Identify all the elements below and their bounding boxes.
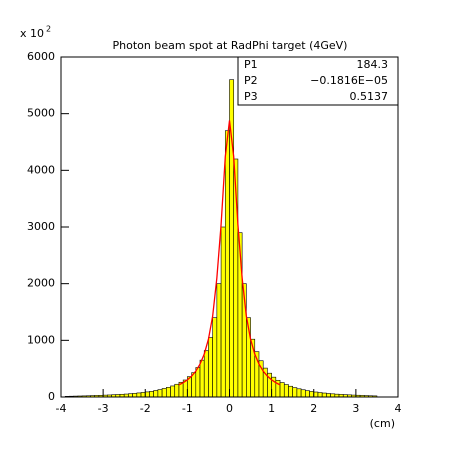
bar: [292, 387, 298, 398]
stat-value: −0.1816E−05: [310, 74, 388, 87]
stat-name: P2: [244, 74, 258, 87]
bar: [132, 393, 138, 398]
bar: [136, 392, 142, 398]
x-tick-label: -2: [140, 402, 151, 415]
y-tick-label: 2000: [27, 277, 55, 290]
bar: [212, 317, 218, 398]
x-tick-label: -4: [56, 402, 67, 415]
y-tick-label: 6000: [27, 50, 55, 63]
bar: [317, 392, 323, 398]
y-tick-label: 0: [48, 390, 55, 403]
stat-name: P1: [244, 58, 258, 71]
bar: [149, 391, 154, 398]
stat-name: P3: [244, 90, 258, 103]
x-tick-label: 0: [226, 402, 233, 415]
bar: [140, 392, 146, 398]
bar: [279, 382, 285, 398]
stat-value: 184.3: [357, 58, 389, 71]
stat-value: 0.5137: [350, 90, 389, 103]
bar: [313, 391, 319, 398]
bar: [166, 387, 171, 398]
y-tick-label: 1000: [27, 333, 55, 346]
bar: [309, 391, 315, 398]
bar: [174, 383, 180, 398]
bar: [305, 390, 310, 398]
bar: [199, 359, 205, 398]
x-tick-label: 2: [310, 402, 317, 415]
x-tick-label: 3: [352, 402, 359, 415]
bar: [208, 337, 213, 398]
bar: [220, 226, 226, 398]
fit-curve: [178, 120, 281, 386]
bar: [296, 388, 302, 398]
bar: [170, 385, 176, 398]
bar: [203, 350, 209, 398]
bar: [224, 130, 230, 398]
stats-box: [237, 56, 399, 106]
x-tick-label: -1: [182, 402, 193, 415]
bar: [326, 393, 331, 398]
chart-title: Photon beam spot at RadPhi target (4GeV): [113, 39, 348, 52]
x-tick-label: 1: [268, 402, 275, 415]
bar: [195, 367, 201, 398]
y-tick-label: 5000: [27, 107, 55, 120]
y-tick-label: 4000: [27, 163, 55, 176]
bar: [144, 391, 150, 398]
x-tick-label: 4: [395, 402, 402, 415]
bar: [153, 390, 159, 398]
bar: [300, 389, 306, 398]
x-axis-label: (cm): [370, 417, 395, 430]
bar: [161, 388, 167, 398]
bar: [216, 283, 222, 398]
x-tick-label: -3: [98, 402, 109, 415]
bar: [321, 392, 327, 398]
y-multiplier: x 10: [20, 27, 44, 40]
bar: [283, 384, 289, 398]
bar: [157, 389, 163, 398]
y-multiplier-exp: 2: [46, 25, 51, 34]
bar: [288, 385, 293, 398]
y-tick-label: 3000: [27, 220, 55, 233]
